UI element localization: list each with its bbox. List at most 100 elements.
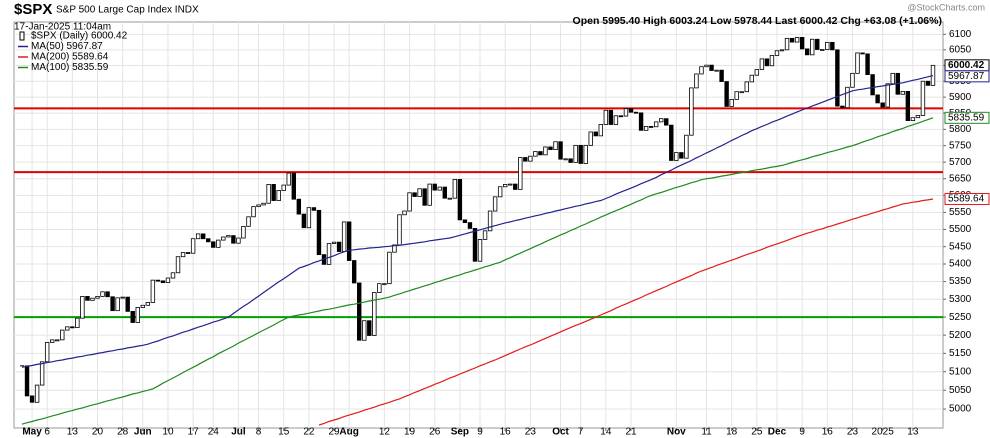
y-tick-label: 5050 (949, 385, 972, 396)
candle (346, 221, 352, 261)
candle (85, 296, 90, 301)
candle (593, 131, 598, 137)
x-tick-label: 16 (822, 427, 834, 438)
candle (190, 238, 196, 254)
x-tick-label: 28 (117, 427, 129, 438)
candle (835, 49, 840, 107)
x-tick-label: 13 (67, 427, 79, 438)
candle (840, 105, 845, 109)
legend-label: MA(50) 5967.87 (31, 41, 103, 52)
candle (291, 172, 296, 200)
candle (613, 115, 619, 125)
x-tick-label: 23 (847, 427, 859, 438)
candle (372, 292, 377, 336)
candle (799, 37, 805, 50)
y-tick-label: 5100 (949, 366, 972, 377)
candle (90, 297, 95, 301)
candle (749, 74, 755, 83)
candle (281, 184, 286, 191)
candle (311, 207, 317, 211)
candle (643, 126, 649, 131)
candle (759, 58, 765, 70)
candle (140, 304, 145, 308)
y-tick-label: 5350 (949, 276, 972, 287)
candle (216, 239, 221, 248)
x-tick-label: 8 (256, 427, 262, 438)
x-tick-label: 6 (44, 427, 50, 438)
candle (130, 310, 135, 323)
candle (583, 144, 588, 164)
x-tick-label: 26 (429, 427, 441, 438)
candle (75, 317, 80, 328)
candle (422, 188, 427, 206)
candle (341, 221, 347, 252)
candle (387, 251, 392, 285)
candle (70, 326, 75, 329)
candle (930, 64, 936, 86)
candle (457, 179, 463, 221)
candle (29, 395, 35, 403)
x-tick-label: Dec (768, 427, 787, 438)
candle (200, 233, 206, 240)
ma-line (21, 75, 934, 368)
candle (784, 37, 790, 51)
candle (351, 260, 357, 284)
candle (367, 320, 372, 336)
candle (890, 72, 895, 85)
x-tick-label: 18 (726, 427, 738, 438)
candle (845, 86, 850, 109)
candle (150, 279, 156, 303)
candle (261, 202, 266, 206)
candle (553, 141, 558, 151)
candle (920, 80, 926, 116)
legend-label: $SPX (Daily) 6000.42 (31, 31, 128, 42)
y-tick-label: 5650 (949, 173, 972, 184)
x-tick-label: May (22, 427, 42, 438)
candle (397, 214, 402, 246)
candle (875, 94, 880, 104)
candle (301, 213, 307, 229)
candle (447, 197, 453, 200)
x-tick-label: Sep (451, 427, 469, 438)
candle (357, 282, 362, 341)
y-tick-label: 6050 (949, 44, 972, 55)
legend-label: MA(100) 5835.59 (31, 62, 109, 73)
candle (810, 38, 815, 56)
candle (513, 183, 518, 190)
x-tick-label: 22 (303, 427, 315, 438)
candle (548, 146, 553, 151)
candle (482, 230, 488, 240)
candle (724, 81, 729, 107)
x-tick-label: 2025 (872, 427, 895, 438)
candle (462, 219, 468, 224)
candle (865, 53, 870, 75)
legend-swatch (19, 31, 25, 41)
x-tick-label: 9 (477, 427, 483, 438)
candle (538, 151, 543, 156)
candle (815, 38, 820, 50)
candle (266, 184, 271, 204)
candle (95, 296, 100, 299)
candle (573, 144, 578, 163)
x-tick-label: 16 (500, 427, 512, 438)
value-tag (944, 70, 990, 83)
candle (49, 339, 55, 343)
candle (276, 190, 281, 201)
x-tick-label: 10 (162, 427, 174, 438)
candle (588, 131, 593, 146)
y-tick-label: 5200 (949, 330, 972, 341)
quote: Open 5995.40 High 6003.24 Low 5978.44 La… (573, 15, 942, 27)
candle (170, 272, 176, 279)
chart-title: $SPX (14, 1, 52, 18)
candle (362, 320, 367, 341)
x-tick-label: 25 (751, 427, 763, 438)
candle (563, 158, 568, 161)
y-tick-label: 5450 (949, 241, 972, 252)
candle (467, 222, 473, 229)
candle (502, 184, 508, 188)
candle (44, 342, 50, 363)
candle (679, 152, 684, 159)
candle (648, 126, 654, 128)
candle (910, 117, 916, 122)
